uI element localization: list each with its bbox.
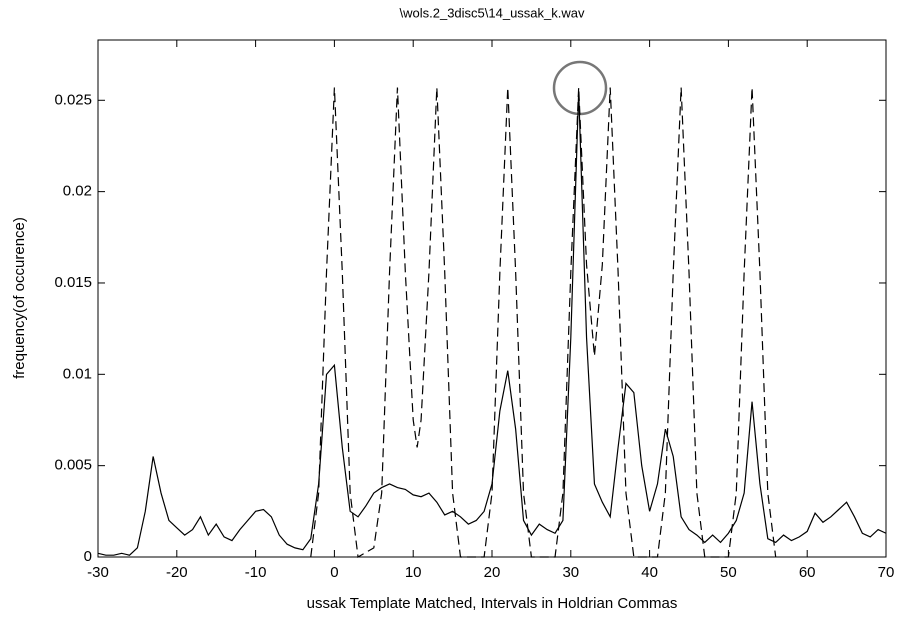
x-tick-label: -10 [245,564,267,581]
x-axis-label: ussak Template Matched, Intervals in Hol… [307,595,678,612]
y-tick-label: 0.005 [54,457,92,474]
y-tick-label: 0 [84,548,92,565]
x-tick-label: -30 [87,564,109,581]
x-tick-label: 50 [720,564,737,581]
x-tick-label: 60 [799,564,816,581]
x-tick-label: 70 [878,564,895,581]
x-tick-label: 0 [330,564,338,581]
x-tick-label: 10 [405,564,422,581]
series-line [310,87,777,558]
x-tick-label: 20 [484,564,501,581]
y-tick-label: 0.02 [63,183,92,200]
x-tick-label: -20 [166,564,188,581]
chart-title: \wols.2_3disc5\14_ussak_k.wav [400,5,585,20]
y-tick-label: 0.025 [54,91,92,108]
y-axis-label: frequency(of occurence) [11,217,28,379]
y-tick-label: 0.015 [54,274,92,291]
x-tick-label: 30 [562,564,579,581]
y-tick-label: 0.01 [63,365,92,382]
x-tick-label: 40 [641,564,658,581]
